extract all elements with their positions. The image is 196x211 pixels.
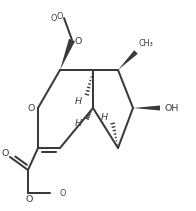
Text: CH₃: CH₃ [139,39,154,48]
Text: O: O [1,150,9,158]
Text: O: O [27,104,35,112]
Text: O: O [51,14,57,23]
Polygon shape [118,50,138,70]
Text: O: O [60,188,66,197]
Text: O: O [74,37,82,46]
Text: O: O [25,195,33,203]
Text: H: H [74,119,82,127]
Text: O: O [57,12,63,20]
Text: H: H [100,112,108,122]
Polygon shape [133,106,160,111]
Text: OH: OH [165,104,179,112]
Polygon shape [60,39,75,70]
Text: H: H [74,96,82,106]
